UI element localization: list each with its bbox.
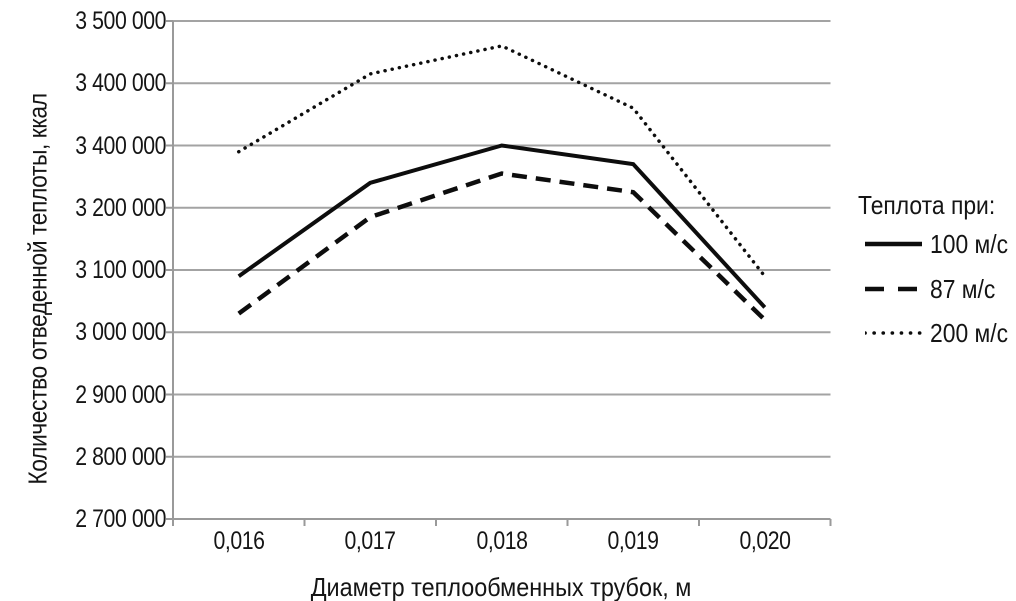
x-axis-title: Диаметр теплообменных трубок, м: [310, 572, 692, 601]
legend-item-label: 87 м/с: [930, 273, 996, 304]
legend-swatch-dashed-icon: [865, 286, 922, 291]
legend-item-label: 100 м/с: [930, 229, 1009, 259]
y-tick-label: 2 700 000: [75, 505, 166, 533]
legend-swatch-dotted-icon: [865, 331, 922, 335]
x-tick-label: 0,016: [213, 527, 265, 555]
x-tick-label: 0,020: [739, 527, 791, 555]
x-tick-label: 0,017: [344, 527, 396, 555]
y-tick-label: 3 200 000: [75, 193, 166, 222]
legend: Теплота при: 100 м/с 87 м/с 200 м/с: [858, 190, 1016, 346]
series-line-dashed: [237, 171, 767, 322]
plot-area: [166, 20, 832, 526]
y-tick-label: 3 100 000: [75, 256, 166, 284]
y-tick-label: 2 800 000: [75, 442, 166, 471]
legend-item: 100 м/с: [865, 231, 1016, 257]
x-tick-label: 0,019: [607, 527, 659, 555]
y-tick-label: 3 400 000: [75, 69, 166, 98]
y-tick-label: 3 400 000: [75, 131, 166, 160]
series-line-solid: [237, 143, 767, 309]
x-tick-label: 0,018: [476, 527, 528, 555]
y-axis-title: Количество отведенной теплоты, ккал: [22, 93, 53, 485]
series-line-dotted: [237, 44, 767, 278]
legend-swatch-solid-icon: [865, 241, 922, 247]
legend-item-label: 200 м/с: [930, 318, 1009, 348]
y-tick-label: 3 000 000: [75, 318, 166, 347]
legend-item: 87 м/с: [865, 276, 1004, 302]
y-tick-label: 2 900 000: [75, 380, 166, 409]
legend-title: Теплота при:: [858, 190, 996, 220]
y-tick-label: 3 500 000: [75, 7, 166, 35]
legend-item: 200 м/с: [865, 320, 1016, 346]
